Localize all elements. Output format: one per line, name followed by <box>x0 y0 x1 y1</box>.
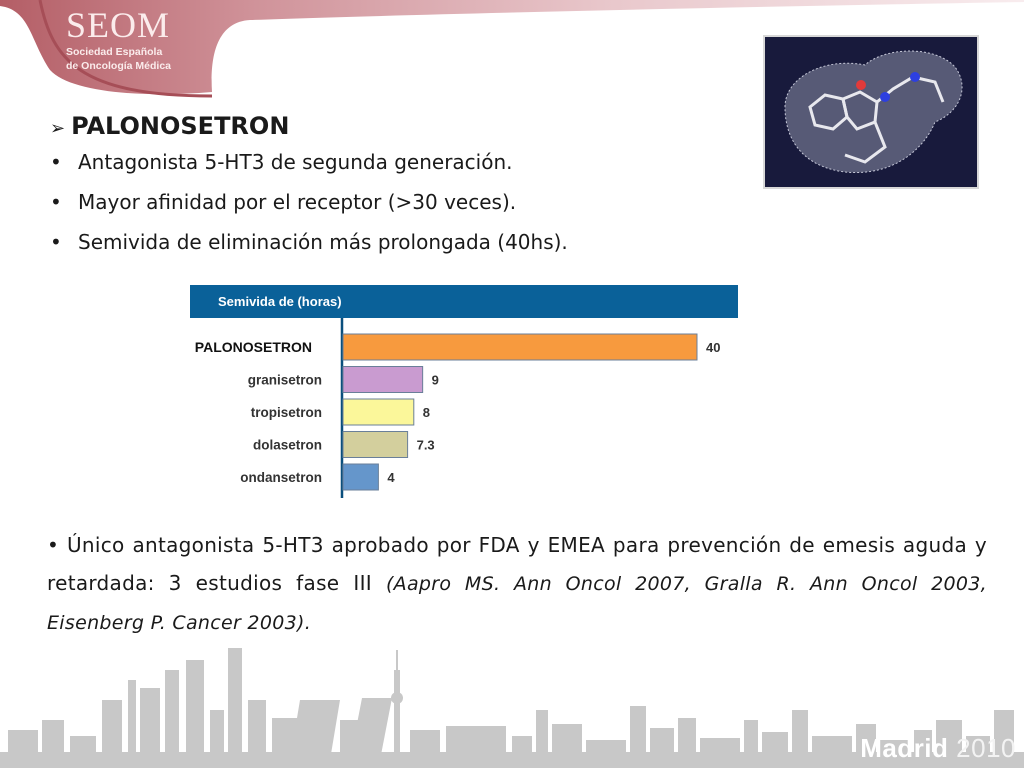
footer-city: Madrid <box>860 733 949 763</box>
molecule-image <box>763 35 979 189</box>
logo-subtitle-line1: Sociedad Española <box>66 46 163 58</box>
bullet-item: • Semivida de eliminación más prolongada … <box>50 230 568 254</box>
category-label: tropisetron <box>251 405 322 420</box>
bar-palonosetron <box>342 333 698 361</box>
bar-dolasetron <box>342 431 409 458</box>
value-label: 40 <box>706 340 720 355</box>
section-title: ➢ PALONOSETRON <box>50 112 289 140</box>
paragraph-bullet: • <box>47 533 60 557</box>
category-label: PALONOSETRON <box>195 339 312 355</box>
arrow-bullet-icon: ➢ <box>50 118 66 139</box>
logo-name: SEOM <box>66 5 171 45</box>
bullet-text: Antagonista 5-HT3 de segunda generación. <box>78 150 513 174</box>
bullet-text: Semivida de eliminación más prolongada (… <box>78 230 568 254</box>
value-label: 8 <box>423 405 430 420</box>
bullet-dot-icon: • <box>50 230 62 254</box>
chart-plot-area: PALONOSETRON 40 granisetron 9 tropisetron 8 do… <box>195 318 720 498</box>
seom-logo: SEOM Sociedad Española de Oncología Médi… <box>66 6 171 72</box>
bullet-dot-icon: • <box>50 190 62 214</box>
footer-year: 2010 <box>956 733 1016 763</box>
paragraph-text: Único antagonista 5-HT3 aprobado por FDA… <box>47 533 987 595</box>
value-label: 7.3 <box>417 438 435 453</box>
section-title-text: PALONOSETRON <box>71 112 290 140</box>
value-label: 9 <box>432 373 439 388</box>
paragraph-citation: (Aapro MS. Ann Oncol 2007, Gralla R. Ann… <box>47 573 987 634</box>
bullet-item: • Antagonista 5-HT3 de segunda generación… <box>50 150 568 174</box>
madrid-skyline <box>0 648 1024 768</box>
footer-brand: Madrid 2010 <box>860 733 1016 764</box>
chart-title: Semivida de (horas) <box>190 285 738 318</box>
header-swoosh <box>0 0 1024 98</box>
category-label: ondansetron <box>240 470 322 485</box>
bullet-text: Mayor afinidad por el receptor (>30 vece… <box>78 190 517 214</box>
bar-tropisetron <box>342 398 415 426</box>
bar-granisetron <box>342 366 424 393</box>
bullet-dot-icon: • <box>50 150 62 174</box>
bullet-item: • Mayor afinidad por el receptor (>30 vec… <box>50 190 568 214</box>
bullet-list: • Antagonista 5-HT3 de segunda generación… <box>50 150 568 270</box>
value-label: 4 <box>387 470 395 485</box>
category-label: granisetron <box>248 373 322 388</box>
half-life-chart: Semivida de (horas) PALONOSETRON 40 granis… <box>140 282 740 502</box>
category-label: dolasetron <box>253 438 322 453</box>
logo-subtitle-line2: de Oncología Médica <box>66 60 172 72</box>
bar-ondansetron <box>342 463 379 491</box>
approval-paragraph: • Único antagonista 5-HT3 aprobado por F… <box>47 526 987 642</box>
